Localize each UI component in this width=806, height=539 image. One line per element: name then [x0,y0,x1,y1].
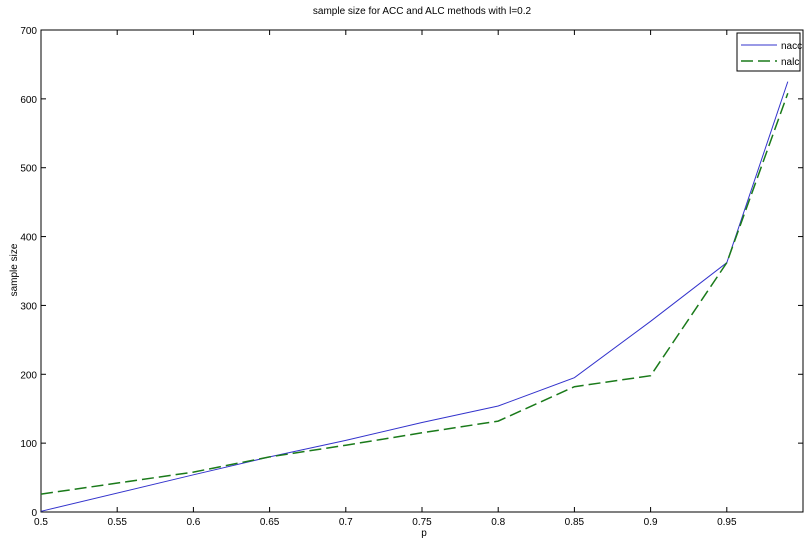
series-line-nalc [40,93,789,495]
x-axis-label: p [421,528,427,539]
x-tick-label: 0.6 [186,517,200,528]
plot-area [40,29,804,513]
y-tick-label: 700 [20,26,37,37]
chart-title: sample size for ACC and ALC methods with… [313,6,532,17]
x-tick-label: 0.65 [260,517,280,528]
series-layer [40,81,789,512]
x-tick-label: 0.8 [491,517,505,528]
x-tick-label: 0.55 [107,517,127,528]
y-tick-label: 0 [31,508,37,519]
legend-label-nalc: nalc [781,57,799,68]
y-tick-label: 200 [20,370,37,381]
x-tick-label: 0.5 [34,517,48,528]
y-axis-label: sample size [9,243,20,296]
x-tick-label: 0.75 [412,517,432,528]
y-tick-label: 600 [20,95,37,106]
x-tick-label: 0.85 [565,517,585,528]
legend-label-nacc: nacc [781,41,802,52]
series-line-nacc [40,81,789,512]
legend-box [736,32,801,72]
y-tick-label: 300 [20,301,37,312]
y-tick-label: 100 [20,439,37,450]
x-tick-label: 0.9 [644,517,658,528]
legend: nacc nalc [736,32,802,72]
y-tick-label: 500 [20,164,37,175]
y-tick-label: 400 [20,233,37,244]
x-tick-label: 0.95 [717,517,737,528]
axis-ticks: 0.5 0.55 0.6 0.65 0.7 0.75 0.8 0.85 0.9 0.95 0 100 2… [20,26,803,528]
x-tick-label: 0.7 [339,517,353,528]
